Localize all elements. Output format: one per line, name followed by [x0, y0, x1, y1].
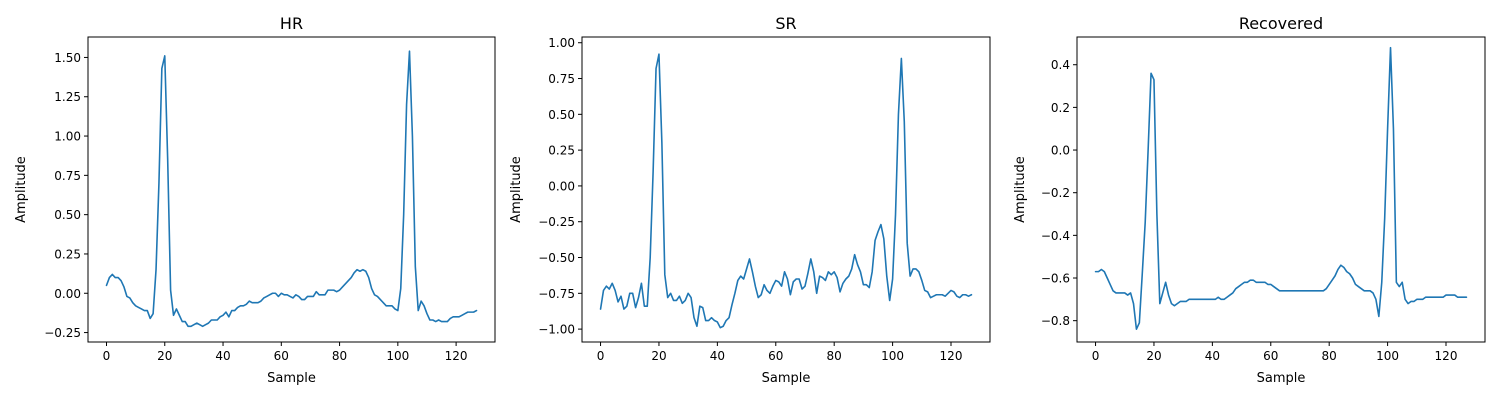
subplot-title: SR: [775, 14, 796, 33]
x-axis-ticks: 0 20 40 60 80 100 120: [103, 342, 468, 363]
y-tick-label: −0.2: [1041, 186, 1070, 200]
y-tick-label: −0.8: [1041, 314, 1070, 328]
x-tick-label: 120: [940, 349, 963, 363]
x-tick-label: 40: [1205, 349, 1220, 363]
y-tick-label: 0.25: [548, 144, 575, 158]
x-tick-label: 0: [103, 349, 111, 363]
subplot-hr: HR 0 20 40 60 80 100 120 −0.25 0.00 0.25 0.50 0.75…: [14, 14, 496, 386]
x-tick-label: 20: [1146, 349, 1161, 363]
x-tick-label: 100: [386, 349, 409, 363]
series-line: [1094, 46, 1468, 330]
y-axis-label: Amplitude: [509, 156, 524, 223]
plot-area: [1094, 46, 1468, 330]
x-tick-label: 40: [710, 349, 725, 363]
series-line: [105, 50, 478, 328]
y-axis-label: Amplitude: [14, 156, 29, 223]
axes-frame: [1076, 36, 1486, 343]
x-axis-label: Sample: [762, 371, 811, 386]
x-tick-label: 60: [768, 349, 783, 363]
subplot-recovered: Recovered 0 20 40 60 80 100 120 −0.8−0.6−0.4−0…: [1013, 14, 1486, 386]
y-tick-label: 0.0: [1051, 144, 1070, 158]
x-tick-label: 120: [1435, 349, 1458, 363]
x-tick-label: 80: [1322, 349, 1337, 363]
x-tick-label: 80: [332, 349, 347, 363]
axes-frame: [581, 36, 991, 343]
y-tick-label: −1.00: [538, 323, 575, 337]
x-tick-label: 60: [1263, 349, 1278, 363]
plot-area: [599, 53, 973, 329]
y-axis-ticks: −1.00 −0.75 −0.50 −0.25 0.00 0.25 0.50 0.75 1.00: [538, 36, 582, 337]
x-tick-label: 100: [881, 349, 904, 363]
y-tick-label: −0.50: [538, 251, 575, 265]
y-tick-label: −0.75: [538, 287, 575, 301]
y-tick-label: −0.25: [44, 326, 81, 340]
subplot-sr: SR 0 20 40 60 80 100 120 −1.00 −0.75 −0.50 −0.25 0…: [509, 14, 991, 386]
x-tick-label: 20: [651, 349, 666, 363]
y-tick-label: 0.00: [548, 179, 575, 193]
y-axis-label: Amplitude: [1013, 156, 1028, 223]
y-tick-label: −0.25: [538, 215, 575, 229]
x-tick-label: 100: [1376, 349, 1399, 363]
x-tick-label: 80: [827, 349, 842, 363]
y-tick-label: −0.4: [1041, 229, 1070, 243]
x-axis-ticks: 0 20 40 60 80 100 120: [1092, 342, 1458, 363]
x-tick-label: 0: [1092, 349, 1100, 363]
axes-frame: [87, 36, 496, 343]
x-tick-label: 120: [445, 349, 468, 363]
x-axis-ticks: 0 20 40 60 80 100 120: [597, 342, 963, 363]
x-tick-label: 40: [215, 349, 230, 363]
y-tick-label: 0.50: [54, 208, 81, 222]
y-tick-label: 0.00: [54, 287, 81, 301]
y-tick-label: 1.50: [54, 51, 81, 65]
x-axis-label: Sample: [267, 371, 316, 386]
x-tick-label: 20: [157, 349, 172, 363]
y-axis-ticks: −0.25 0.00 0.25 0.50 0.75 1.00 1.25 1.50: [44, 51, 88, 340]
y-axis-ticks: −0.8 −0.6 −0.4 −0.2 0.0 0.2 0.4: [1041, 58, 1077, 328]
y-tick-label: 0.4: [1051, 58, 1070, 72]
plot-area: [105, 50, 478, 328]
y-tick-label: 0.75: [548, 72, 575, 86]
x-tick-label: 60: [274, 349, 289, 363]
y-tick-label: 1.00: [548, 36, 575, 50]
y-tick-label: 1.00: [54, 130, 81, 144]
y-tick-label: 0.75: [54, 169, 81, 183]
y-tick-label: 0.50: [548, 108, 575, 122]
subplot-title: Recovered: [1239, 14, 1323, 33]
y-tick-label: 1.25: [54, 90, 81, 104]
x-tick-label: 0: [597, 349, 605, 363]
y-tick-label: 0.25: [54, 247, 81, 261]
y-tick-label: 0.2: [1051, 101, 1070, 115]
subplot-title: HR: [280, 14, 303, 33]
x-axis-label: Sample: [1257, 371, 1306, 386]
y-tick-label: −0.6: [1041, 272, 1070, 286]
series-line: [599, 53, 973, 329]
